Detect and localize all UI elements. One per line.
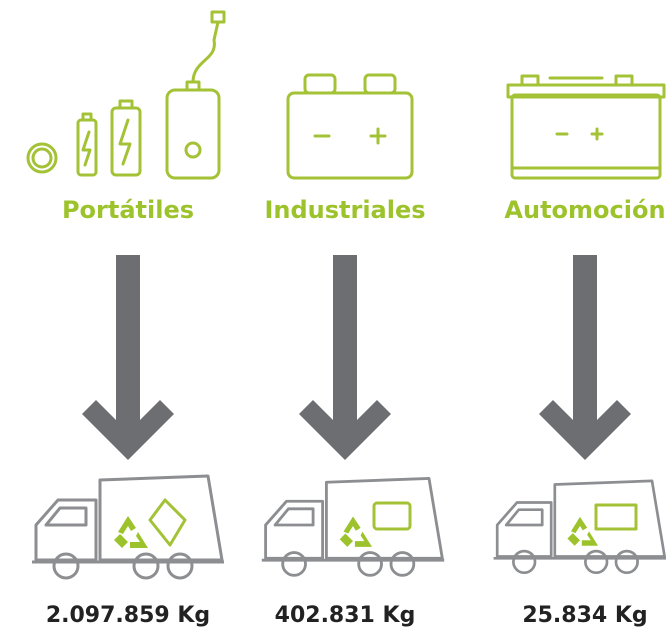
industrial-icon bbox=[286, 73, 414, 180]
automotive-icon bbox=[506, 74, 666, 180]
arrow bbox=[82, 255, 174, 460]
truck bbox=[260, 476, 446, 577]
category-label: Portátiles bbox=[62, 196, 194, 224]
amount: 402.831 Kg bbox=[275, 603, 416, 628]
category-label: Industriales bbox=[264, 196, 425, 224]
amount: 25.834 Kg bbox=[522, 603, 647, 628]
truck bbox=[492, 479, 666, 575]
arrows bbox=[82, 255, 631, 460]
category-label: Automoción bbox=[504, 196, 665, 224]
amount: 2.097.859 Kg bbox=[46, 603, 210, 628]
truck bbox=[30, 474, 226, 580]
truck-cargo bbox=[148, 498, 638, 547]
arrow bbox=[539, 255, 631, 460]
arrow bbox=[299, 255, 391, 460]
portable-icon bbox=[26, 10, 226, 180]
